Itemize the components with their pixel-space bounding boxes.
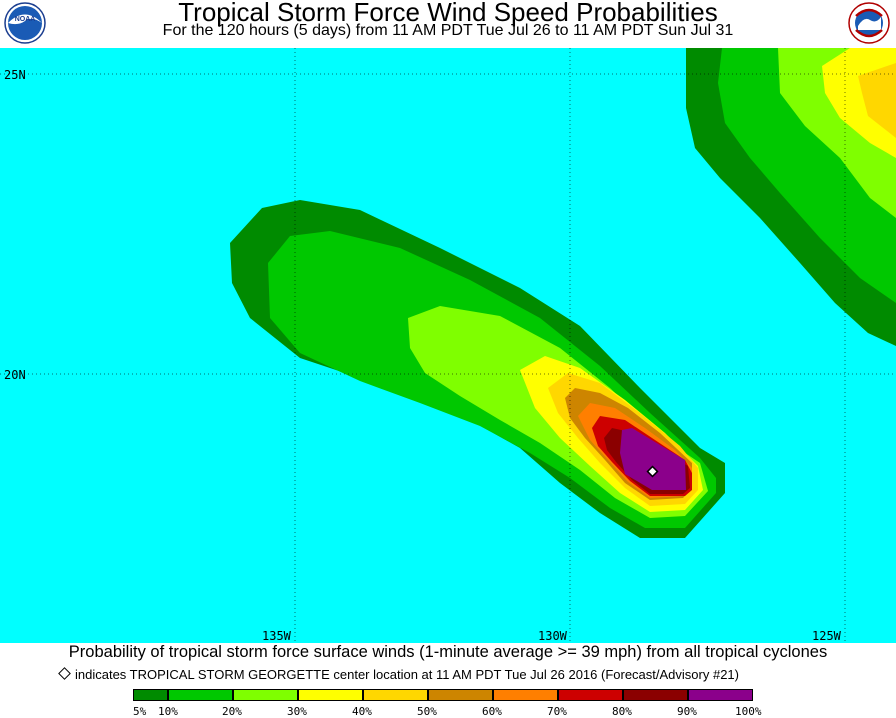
footer: Probability of tropical storm force surf…	[0, 643, 896, 718]
probability-map: 25N 20N 135W 130W 125W	[0, 48, 896, 643]
lat-label-20n: 20N	[4, 368, 26, 382]
legend-swatch	[428, 689, 493, 701]
header: NOAA Tropical Storm Force Wind Speed Pro…	[0, 0, 896, 48]
northeast-probability-region	[686, 48, 896, 346]
legend-label: 80%	[612, 705, 632, 718]
storm-location-note: indicates TROPICAL STORM GEORGETTE cente…	[58, 667, 739, 682]
probability-legend: 5% 10% 20% 30% 40% 50% 60% 70% 80% 90% 100%	[0, 689, 896, 718]
legend-label: 100%	[735, 705, 762, 718]
legend-label: 10%	[158, 705, 178, 718]
legend-swatch	[168, 689, 233, 701]
page-title: Tropical Storm Force Wind Speed Probabil…	[178, 0, 718, 27]
map-caption: Probability of tropical storm force surf…	[68, 643, 828, 661]
legend-label: 60%	[482, 705, 502, 718]
diamond-marker-icon	[58, 667, 71, 680]
legend-swatch	[558, 689, 623, 701]
noaa-logo-text: NOAA	[15, 16, 36, 23]
legend-label: 40%	[352, 705, 372, 718]
lat-label-25n: 25N	[4, 68, 26, 82]
legend-swatch	[233, 689, 298, 701]
legend-label: 5%	[133, 705, 147, 718]
legend-swatch	[493, 689, 558, 701]
storm-probability-plume	[230, 200, 725, 538]
lon-label-125w: 125W	[812, 629, 842, 643]
legend-label: 70%	[547, 705, 567, 718]
legend-label: 30%	[287, 705, 307, 718]
storm-location-note-text: indicates TROPICAL STORM GEORGETTE cente…	[75, 667, 739, 682]
legend-swatch	[688, 689, 753, 701]
legend-swatch	[623, 689, 688, 701]
graticule	[0, 48, 896, 643]
page-subtitle: For the 120 hours (5 days) from 11 AM PD…	[162, 22, 734, 39]
legend-swatch	[363, 689, 428, 701]
noaa-logo: NOAA	[4, 2, 46, 44]
national-weather-service-logo	[848, 2, 890, 44]
legend-label: 20%	[222, 705, 242, 718]
legend-label: 50%	[417, 705, 437, 718]
legend-swatch	[133, 689, 168, 701]
lon-label-135w: 135W	[262, 629, 292, 643]
lon-label-130w: 130W	[538, 629, 568, 643]
legend-label: 90%	[677, 705, 697, 718]
storm-center-marker	[646, 465, 659, 478]
legend-swatch	[298, 689, 363, 701]
